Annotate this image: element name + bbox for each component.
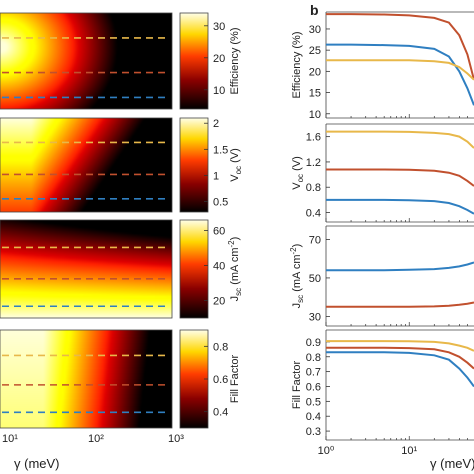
heatmap-image: [0, 220, 172, 318]
series-line: [326, 340, 474, 352]
series-line: [326, 198, 474, 215]
colorbar-tick-label: 0.4: [213, 407, 228, 419]
x-axis-label-a: γ (meV): [14, 456, 60, 471]
series-line: [326, 43, 474, 106]
y-tick-label: 0.4: [306, 208, 321, 220]
heatmap-image: [0, 330, 172, 428]
series-group: [326, 261, 474, 308]
series-line: [326, 346, 474, 370]
heatmap-x-tick-label: 10³: [168, 433, 184, 445]
y-tick-label: 0.6: [306, 381, 321, 393]
series-group: [326, 340, 474, 388]
colorbar-label: Voc​ (V): [229, 148, 243, 182]
y-axis-label: Fill Factor: [291, 361, 303, 410]
y-tick-label: 10: [309, 109, 321, 121]
y-tick-label: 0.8: [306, 182, 321, 194]
colorbar-tick-label: 0.5: [213, 197, 228, 209]
heatmap-frame: [0, 117, 173, 213]
series-line: [326, 301, 474, 308]
colorbar-tick-label: 1: [213, 170, 219, 182]
series-line: [326, 168, 474, 187]
y-tick-label: 1.2: [306, 157, 321, 169]
series-line: [326, 351, 474, 388]
colorbar-tick-label: 20: [213, 296, 225, 308]
colorbar-tick-label: 2: [213, 118, 219, 130]
colorbar: [179, 12, 209, 110]
panel-b-line-plots: 30 25 20 15 10 Efficiency (%) 1.6 1.2 0.8 0.4 Voc​…: [289, 11, 474, 457]
colorbar-tick-label: 40: [213, 261, 225, 273]
y-tick-label: 20: [309, 66, 321, 78]
heatmap-frame: [0, 219, 173, 319]
colorbar-tick-label: 0.8: [213, 341, 228, 353]
y-tick-label: 0.4: [306, 411, 321, 423]
y-tick-label: 0.3: [306, 426, 321, 438]
heatmap-image: [0, 13, 172, 109]
series-line: [326, 59, 474, 81]
y-tick-label: 0.9: [306, 337, 321, 349]
x-axis-label-b: γ (meV): [430, 456, 474, 471]
colorbar-tick-label: 30: [213, 21, 225, 33]
panel-a-colorbars: 30 20 10 Efficiency (%) 2 1.5 1 0.5 Voc​ (V) 60 40…: [179, 12, 243, 429]
series-line: [326, 130, 474, 149]
x-tick-label: 10⁰: [318, 445, 335, 457]
heatmap-image: [0, 118, 172, 212]
heatmap-frame: [0, 12, 173, 110]
y-axis-label: Voc​ (V): [291, 156, 305, 190]
heatmap-x-tick-label: 10¹: [2, 433, 18, 445]
heatmap-frame: [0, 329, 173, 429]
y-tick-label: 1.6: [306, 132, 321, 144]
colorbar-label: Jsc​ (mA cm-2​): [227, 237, 243, 302]
y-tick-label: 15: [309, 88, 321, 100]
y-tick-label: 50: [309, 273, 321, 285]
colorbar-label: Fill Factor: [229, 355, 241, 404]
colorbar-tick-label: 20: [213, 53, 225, 65]
series-line: [326, 261, 474, 272]
y-axis-label: Efficiency (%): [291, 31, 303, 98]
y-tick-label: 30: [309, 311, 321, 323]
panel-a-heatmaps: 10¹ 10² 10³: [0, 12, 184, 445]
colorbar-tick-label: 0.6: [213, 374, 228, 386]
colorbar-tick-label: 60: [213, 226, 225, 238]
series-line: [326, 13, 474, 81]
colorbar: [179, 117, 209, 213]
colorbar-tick-label: 10: [213, 85, 225, 97]
x-tick-label: 10¹: [401, 445, 417, 457]
colorbar-tick-label: 1.5: [213, 144, 228, 156]
colorbar: [179, 219, 209, 319]
y-tick-label: 30: [309, 24, 321, 36]
y-tick-label: 25: [309, 45, 321, 57]
y-tick-label: 0.5: [306, 396, 321, 408]
series-group: [326, 130, 474, 215]
y-tick-label: 0.8: [306, 352, 321, 364]
series-group: [326, 13, 474, 106]
y-axis-label: Jsc​ (mA cm-2​): [289, 244, 305, 309]
colorbar-label: Efficiency (%): [229, 27, 241, 94]
y-tick-label: 0.7: [306, 367, 321, 379]
colorbar: [179, 329, 209, 429]
panel-b-label: b: [310, 2, 319, 18]
heatmap-x-tick-label: 10²: [88, 433, 104, 445]
y-tick-label: 70: [309, 234, 321, 246]
